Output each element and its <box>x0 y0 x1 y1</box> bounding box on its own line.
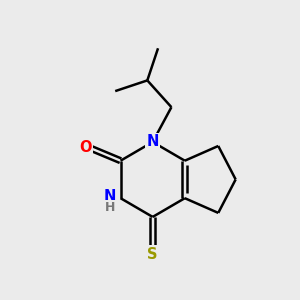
Text: H: H <box>105 201 116 214</box>
Text: O: O <box>80 140 92 155</box>
Text: N: N <box>103 189 116 204</box>
Text: S: S <box>147 247 158 262</box>
Text: N: N <box>146 134 159 149</box>
